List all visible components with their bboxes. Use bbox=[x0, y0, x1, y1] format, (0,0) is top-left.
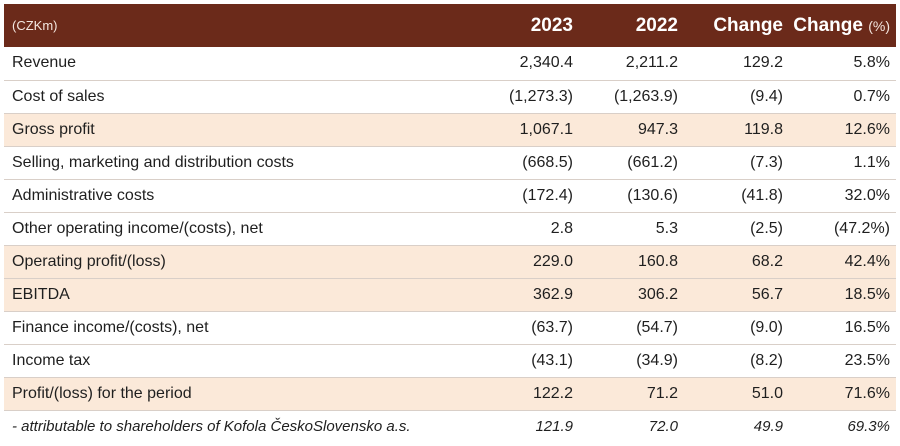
value-change-pct: 71.6% bbox=[844, 384, 890, 402]
change-header: Change bbox=[713, 14, 783, 36]
value-2023: (1,273.3) bbox=[508, 87, 573, 105]
row-label: - attributable to shareholders of Kofola… bbox=[12, 418, 411, 436]
value-change: (9.0) bbox=[750, 318, 783, 336]
table-row: Income tax (43.1) (34.9) (8.2) 23.5% bbox=[4, 344, 896, 377]
value-change: (2.5) bbox=[750, 219, 783, 237]
value-change-pct: 42.4% bbox=[844, 252, 890, 270]
change-pct-header: Change (%) bbox=[789, 4, 896, 47]
value-2022: 2,211.2 bbox=[625, 54, 678, 72]
table-header-row: (CZKm) 2023 2022 Change Change (%) bbox=[4, 4, 896, 47]
value-change-pct: 32.0% bbox=[844, 186, 890, 204]
value-2023: 362.9 bbox=[532, 285, 573, 303]
row-label: Profit/(loss) for the period bbox=[12, 384, 192, 402]
value-change: (41.8) bbox=[741, 186, 783, 204]
value-2023: 2,340.4 bbox=[519, 54, 573, 72]
value-2023: (668.5) bbox=[522, 153, 573, 171]
value-2022: 306.2 bbox=[637, 285, 678, 303]
row-label: Operating profit/(loss) bbox=[12, 252, 166, 270]
change-pct-unit: (%) bbox=[868, 17, 890, 34]
value-2023: 121.9 bbox=[535, 418, 573, 436]
value-change: 56.7 bbox=[751, 285, 783, 303]
table-row: Profit/(loss) for the period 122.2 71.2 … bbox=[4, 377, 896, 410]
row-label: Administrative costs bbox=[12, 186, 155, 204]
unit-header: (CZKm) bbox=[12, 18, 58, 33]
value-change-pct: 1.1% bbox=[853, 153, 890, 171]
value-change-pct: 69.3% bbox=[847, 418, 890, 436]
table-row: - attributable to shareholders of Kofola… bbox=[4, 410, 896, 443]
value-2022: (130.6) bbox=[627, 186, 678, 204]
value-2023: 1,067.1 bbox=[519, 120, 573, 138]
value-2022: 5.3 bbox=[655, 219, 678, 237]
table-row: Finance income/(costs), net (63.7) (54.7… bbox=[4, 311, 896, 344]
value-change: (8.2) bbox=[750, 351, 783, 369]
row-label: Income tax bbox=[12, 351, 91, 369]
row-label: Other operating income/(costs), net bbox=[12, 219, 263, 237]
value-change-pct: 12.6% bbox=[844, 120, 890, 138]
row-label: EBITDA bbox=[12, 285, 70, 303]
table-row: Cost of sales (1,273.3) (1,263.9) (9.4) … bbox=[4, 80, 896, 113]
change-pct-word: Change bbox=[793, 14, 863, 36]
value-change: 129.2 bbox=[742, 54, 783, 72]
value-2022: 72.0 bbox=[648, 418, 678, 436]
table-row: Revenue 2,340.4 2,211.2 129.2 5.8% bbox=[4, 47, 896, 80]
table-row: Gross profit 1,067.1 947.3 119.8 12.6% bbox=[4, 113, 896, 146]
value-2023: 229.0 bbox=[532, 252, 573, 270]
value-change: 51.0 bbox=[751, 384, 783, 402]
table-row: EBITDA 362.9 306.2 56.7 18.5% bbox=[4, 278, 896, 311]
value-change: (9.4) bbox=[750, 87, 783, 105]
value-change-pct: (47.2%) bbox=[833, 219, 890, 237]
value-change-pct: 5.8% bbox=[853, 54, 890, 72]
value-2022: 71.2 bbox=[646, 384, 678, 402]
row-label: Gross profit bbox=[12, 120, 95, 138]
value-change: 68.2 bbox=[751, 252, 783, 270]
table-row: Other operating income/(costs), net 2.8 … bbox=[4, 212, 896, 245]
row-label: Revenue bbox=[12, 54, 77, 72]
value-2022: (1,263.9) bbox=[613, 87, 678, 105]
value-change: 49.9 bbox=[753, 418, 783, 436]
value-2022: 947.3 bbox=[637, 120, 678, 138]
row-label: Cost of sales bbox=[12, 87, 105, 105]
row-label: Finance income/(costs), net bbox=[12, 318, 209, 336]
year-2022-header: 2022 bbox=[635, 14, 678, 36]
value-change-pct: 0.7% bbox=[853, 87, 890, 105]
table-row: Operating profit/(loss) 229.0 160.8 68.2… bbox=[4, 245, 896, 278]
year-2023-header: 2023 bbox=[530, 14, 573, 36]
value-2022: (661.2) bbox=[627, 153, 678, 171]
row-label: Selling, marketing and distribution cost… bbox=[12, 153, 294, 171]
value-change: 119.8 bbox=[744, 120, 783, 138]
value-2022: 160.8 bbox=[637, 252, 678, 270]
value-change-pct: 23.5% bbox=[844, 351, 890, 369]
value-2022: (54.7) bbox=[636, 318, 678, 336]
income-statement-table: (CZKm) 2023 2022 Change Change (%) Reven… bbox=[4, 4, 896, 443]
value-2022: (34.9) bbox=[636, 351, 678, 369]
value-2023: (43.1) bbox=[531, 351, 573, 369]
value-change: (7.3) bbox=[750, 153, 783, 171]
value-2023: (63.7) bbox=[531, 318, 573, 336]
table-row: Administrative costs (172.4) (130.6) (41… bbox=[4, 179, 896, 212]
table-row: Selling, marketing and distribution cost… bbox=[4, 146, 896, 179]
value-2023: 122.2 bbox=[532, 384, 573, 402]
value-change-pct: 18.5% bbox=[844, 285, 890, 303]
value-2023: (172.4) bbox=[522, 186, 573, 204]
value-change-pct: 16.5% bbox=[844, 318, 890, 336]
value-2023: 2.8 bbox=[550, 219, 573, 237]
